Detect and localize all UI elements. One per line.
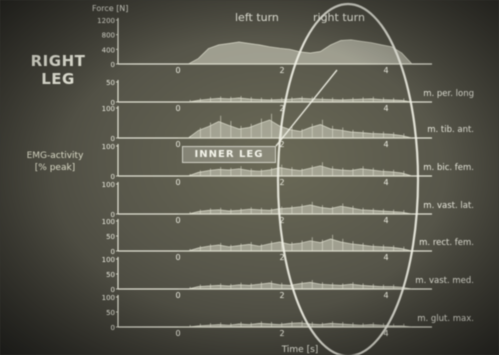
force-header-label: Force [N] (92, 4, 128, 13)
y-tick-label: 0 (111, 173, 115, 181)
y-tick-label: 0 (111, 324, 115, 332)
x-tick-label: 4 (383, 140, 388, 149)
emg-trace (178, 39, 413, 65)
right-leg-label: RIGHT LEG (18, 52, 98, 88)
emg-label-line1: EMG-activity (26, 151, 84, 161)
panel-force: 1200 800 400 0 0 2 4 (97, 17, 432, 75)
emg-label-line2: [% peak] (34, 163, 76, 173)
pointer-line (275, 69, 338, 147)
y-tick-label: 50 (106, 79, 115, 87)
muscle-label: m. tib. ant. (427, 125, 474, 135)
x-tick-label: 4 (383, 329, 388, 338)
y-tick-label: 400 (102, 46, 115, 54)
x-tick-label: 0 (175, 104, 180, 113)
y-tick-label: 50 (106, 233, 115, 241)
panels-layer: Force [N]left turn right turn120080040000… (92, 4, 474, 355)
muscle-label: m. per. long (423, 89, 474, 99)
y-tick-label: 0 (111, 286, 115, 294)
y-tick-label: 100 (102, 181, 115, 189)
y-tick-label: 0 (111, 99, 115, 107)
y-tick-label: 0 (111, 248, 115, 256)
y-tick-label: 100 (102, 218, 115, 226)
muscle-label: m. glut. max. (417, 314, 474, 324)
panel-m-per-long: 50 0 0 2 4 m. per. long (106, 79, 474, 113)
emg-activity-label: EMG-activity [% peak] (16, 150, 94, 174)
y-tick-label: 0 (111, 61, 115, 69)
emg-trace (178, 119, 413, 139)
x-tick-label: 2 (279, 178, 284, 187)
x-tick-label: 4 (383, 66, 388, 75)
x-tick-label: 2 (279, 291, 284, 300)
x-tick-label: 0 (175, 66, 180, 75)
muscle-label: m. vast. lat. (423, 201, 474, 211)
turn-phase-ellipse (276, 2, 420, 355)
x-tick-label: 0 (175, 216, 180, 225)
y-tick-label: 100 (102, 143, 115, 151)
panel-m-vast-med: 100 50 0 0 2 4 m. vast. med. (102, 256, 474, 300)
y-tick-label: 800 (102, 32, 115, 40)
x-tick-label: 2 (279, 104, 284, 113)
x-tick-label: 4 (383, 178, 388, 187)
panel-m-glut-max: 100 50 0 0 2 4 m. glut. max. (102, 294, 474, 338)
x-tick-label: 0 (175, 140, 180, 149)
y-tick-label: 0 (111, 211, 115, 219)
x-tick-label: 4 (383, 291, 388, 300)
x-tick-label: 2 (279, 329, 284, 338)
muscle-label: m. rect. fem. (419, 238, 474, 248)
x-axis-title: Time [s] (281, 345, 319, 355)
emg-trace (178, 165, 413, 177)
emg-trace (178, 322, 413, 328)
y-tick-label: 100 (102, 294, 115, 302)
annotation-layer (275, 2, 420, 355)
x-tick-label: 4 (383, 253, 388, 262)
emg-trace (178, 238, 413, 252)
y-tick-label: 50 (106, 309, 115, 317)
x-tick-label: 4 (383, 104, 388, 113)
muscle-label: m. bic. fem. (423, 163, 474, 173)
emg-trace (178, 97, 413, 103)
y-tick-label: 100 (102, 105, 115, 113)
x-tick-label: 0 (175, 291, 180, 300)
right-leg-label-line2: LEG (41, 70, 75, 88)
x-tick-label: 2 (279, 66, 284, 75)
y-tick-label: 1200 (97, 17, 115, 25)
muscle-label: m. vast. med. (415, 276, 474, 286)
x-tick-label: 2 (279, 253, 284, 262)
right-leg-label-line1: RIGHT (30, 52, 86, 70)
inner-leg-overlay-label: INNER LEG (182, 146, 276, 163)
left-turn-label: left turn (235, 11, 279, 24)
x-tick-label: 0 (175, 178, 180, 187)
emg-trace (178, 282, 413, 290)
y-tick-label: 100 (102, 256, 115, 264)
x-tick-label: 0 (175, 329, 180, 338)
emg-trace (178, 204, 413, 215)
y-tick-label: 0 (111, 135, 115, 143)
y-tick-label: 50 (106, 271, 115, 279)
x-tick-label: 0 (175, 253, 180, 262)
x-tick-label: 4 (383, 216, 388, 225)
x-tick-label: 2 (279, 216, 284, 225)
x-tick-label: 2 (279, 140, 284, 149)
panel-m-rect-fem: 100 50 0 0 2 4 m. rect. fem. (102, 218, 474, 262)
